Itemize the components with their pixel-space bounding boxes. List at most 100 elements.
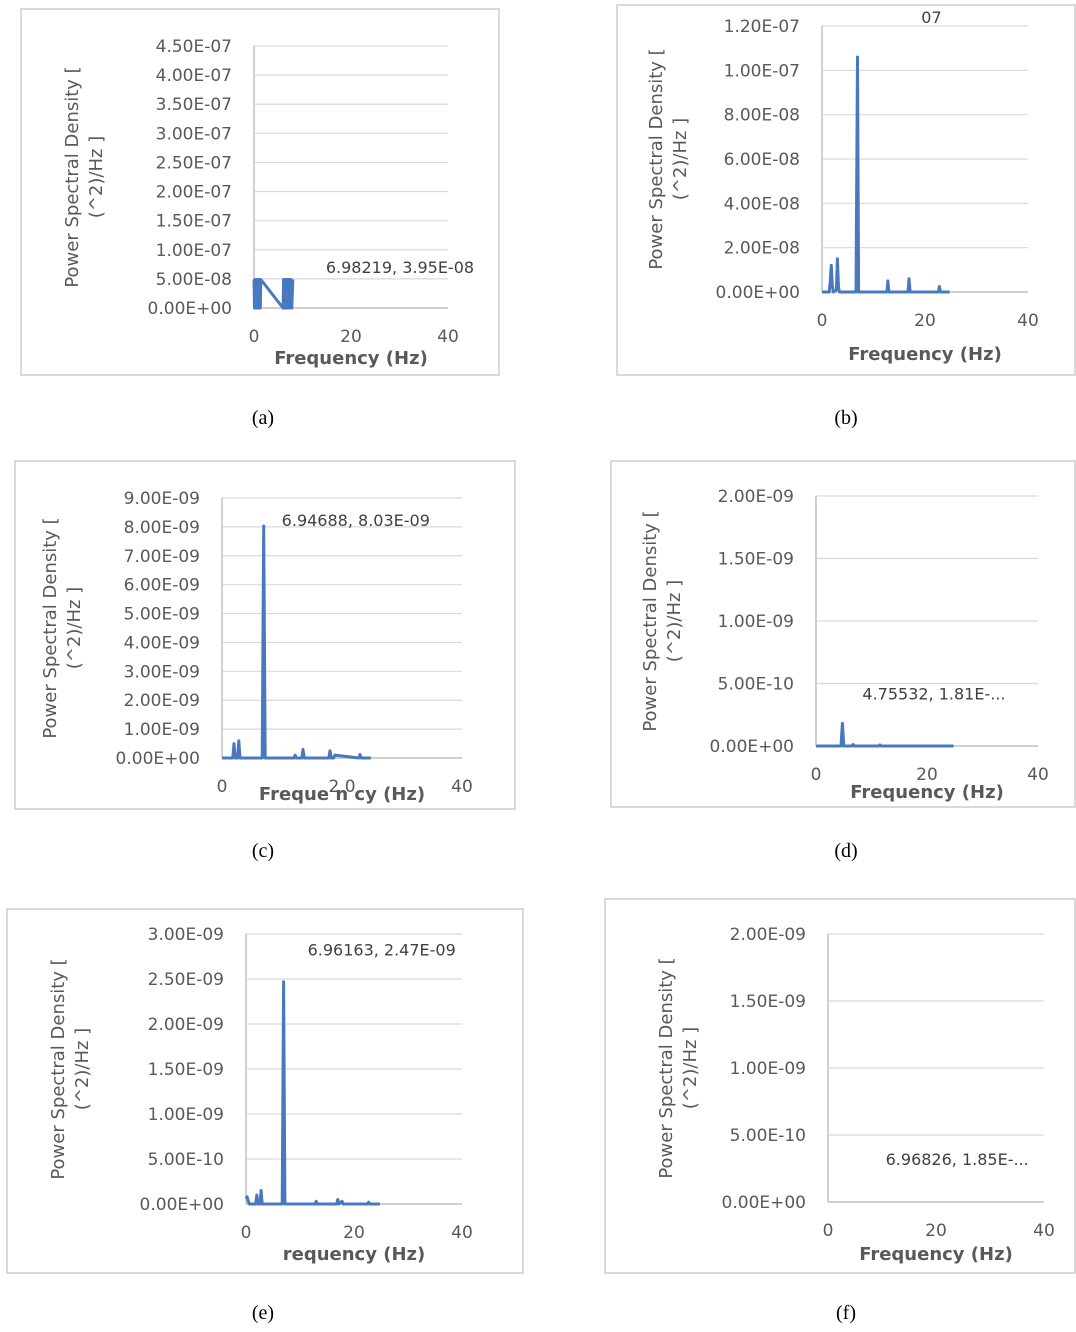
data-label: 6.88866,1.06E-07 xyxy=(896,4,967,27)
x-tick-label: 0 xyxy=(217,777,228,797)
x-axis-title: Frequency (Hz) xyxy=(848,344,1002,365)
y-tick-label: 8.00E-08 xyxy=(724,106,800,126)
chart-frame xyxy=(604,898,1076,1274)
y-tick-label: 3.50E-07 xyxy=(156,95,232,115)
y-tick-label: 4.00E-09 xyxy=(124,633,200,653)
y-tick-label: 5.00E-10 xyxy=(148,1150,224,1170)
y-tick-label: 3.00E-07 xyxy=(156,124,232,144)
y-tick-label: 5.00E-10 xyxy=(730,1126,806,1146)
y-tick-label: 1.50E-09 xyxy=(148,1060,224,1080)
x-tick-label: 20 xyxy=(925,1221,947,1241)
x-tick-label: 40 xyxy=(437,327,459,347)
y-tick-label: 1.00E-07 xyxy=(156,241,232,261)
x-tick-label: 20 xyxy=(340,327,362,347)
y-tick-label: 3.00E-09 xyxy=(148,925,224,945)
subcaption-f: (f) xyxy=(836,1302,856,1324)
x-tick-label: 40 xyxy=(451,1223,473,1243)
chart-svg-a: 0.00E+00 5.00E-08 1.00E-07 1.50E-07 2.00E-07… xyxy=(20,8,500,376)
y-tick-label: 2.50E-09 xyxy=(148,970,224,990)
y-tick-label: 1.50E-09 xyxy=(718,550,794,570)
data-label: 6.96826, 1.85E-... xyxy=(886,1150,1029,1169)
data-label-line: 1.06E- xyxy=(906,4,958,6)
y-tick-label: 2.00E-07 xyxy=(156,183,232,203)
series-line-0 xyxy=(244,980,380,1206)
y-axis-title-line: (^2)/Hz ] xyxy=(664,580,685,662)
y-axis-title: Power Spectral Density [(^2)/Hz ] xyxy=(640,510,685,731)
y-axis-title-line: (^2)/Hz ] xyxy=(680,1027,701,1109)
y-axis-title: Power Spectral Density [(^2)/Hz ] xyxy=(48,958,93,1179)
x-tick-label: 20 xyxy=(343,1223,365,1243)
chart-panel-a: 0.00E+00 5.00E-08 1.00E-07 1.50E-07 2.00E-07… xyxy=(20,8,500,376)
y-axis-title: Power Spectral Density [(^2)/Hz ] xyxy=(656,957,701,1178)
series-line-0 xyxy=(222,524,371,760)
series-line-0 xyxy=(252,278,295,310)
y-tick-label: 1.50E-09 xyxy=(730,992,806,1012)
y-tick-label: 0.00E+00 xyxy=(722,1193,806,1213)
y-axis-title-line: Power Spectral Density [ xyxy=(48,958,69,1179)
y-axis-title: Power Spectral Density [(^2)/Hz ] xyxy=(40,517,85,738)
y-tick-label: 1.00E-09 xyxy=(718,612,794,632)
y-tick-label: 3.00E-09 xyxy=(124,662,200,682)
y-axis-title: Power Spectral Density [(^2)/Hz ] xyxy=(62,66,107,287)
y-axis-title-line: (^2)/Hz ] xyxy=(64,587,85,669)
y-tick-label: 2.00E-09 xyxy=(148,1015,224,1035)
x-axis-title: requency (Hz) xyxy=(283,1244,425,1265)
series-line-0 xyxy=(822,55,950,294)
chart-panel-f: 0.00E+00 5.00E-10 1.00E-09 1.50E-09 2.00E-09… xyxy=(604,898,1076,1274)
y-tick-label: 5.00E-08 xyxy=(156,270,232,290)
series-line-0 xyxy=(816,721,954,748)
y-tick-label: 1.00E-09 xyxy=(148,1105,224,1125)
y-axis-title-line: (^2)/Hz ] xyxy=(86,136,107,218)
y-axis-title-line: Power Spectral Density [ xyxy=(646,48,667,269)
chart-panel-b: 0.00E+00 2.00E-08 4.00E-08 6.00E-08 8.00E-08… xyxy=(616,4,1076,376)
chart-svg-c: 0.00E+00 1.00E-09 2.00E-09 3.00E-09 4.00E-09… xyxy=(14,460,516,810)
x-tick-label: 0 xyxy=(817,311,828,331)
y-axis-title: Power Spectral Density [(^2)/Hz ] xyxy=(646,48,691,269)
y-tick-label: 4.50E-07 xyxy=(156,37,232,57)
y-tick-label: 6.00E-09 xyxy=(124,576,200,596)
y-tick-label: 1.00E-09 xyxy=(124,720,200,740)
y-tick-label: 9.00E-09 xyxy=(124,489,200,509)
chart-panel-c: 0.00E+00 1.00E-09 2.00E-09 3.00E-09 4.00E-09… xyxy=(14,460,516,810)
y-tick-label: 2.00E-09 xyxy=(124,691,200,711)
y-tick-label: 0.00E+00 xyxy=(716,283,800,303)
x-tick-label: 0 xyxy=(811,765,822,785)
x-tick-label: 40 xyxy=(1017,311,1039,331)
chart-panel-e: 0.00E+00 5.00E-10 1.00E-09 1.50E-09 2.00E-09… xyxy=(6,908,524,1274)
subcaption-b: (b) xyxy=(834,407,858,429)
x-tick-label: 0 xyxy=(823,1221,834,1241)
x-axis-title: Freque n cy (Hz) xyxy=(259,784,425,805)
y-tick-label: 1.50E-07 xyxy=(156,212,232,232)
y-axis-title-line: (^2)/Hz ] xyxy=(670,118,691,200)
data-label: 6.98219, 3.95E-08 xyxy=(326,258,474,277)
data-label: 6.96163, 2.47E-09 xyxy=(308,941,456,960)
chart-frame xyxy=(616,4,1076,376)
subcaption-a: (a) xyxy=(251,407,275,429)
y-tick-label: 0.00E+00 xyxy=(140,1195,224,1215)
chart-frame xyxy=(610,460,1076,808)
data-label: 6.94688, 8.03E-09 xyxy=(282,511,430,530)
x-axis-title: Frequency (Hz) xyxy=(850,782,1004,803)
y-tick-label: 5.00E-10 xyxy=(718,675,794,695)
subcaption-d: (d) xyxy=(834,840,858,862)
x-axis-title: Frequency (Hz) xyxy=(274,348,428,369)
y-tick-label: 0.00E+00 xyxy=(148,299,232,319)
y-tick-label: 2.00E-08 xyxy=(724,239,800,259)
y-tick-label: 0.00E+00 xyxy=(116,749,200,769)
chart-frame xyxy=(6,908,524,1274)
y-tick-label: 4.00E-08 xyxy=(724,194,800,214)
y-axis-title-line: Power Spectral Density [ xyxy=(40,517,61,738)
x-tick-label: 40 xyxy=(1033,1221,1055,1241)
x-tick-label: 20 xyxy=(916,765,938,785)
y-axis-title-line: Power Spectral Density [ xyxy=(656,957,677,1178)
chart-svg-d: 0.00E+00 5.00E-10 1.00E-09 1.50E-09 2.00E-09… xyxy=(610,460,1076,808)
y-tick-label: 8.00E-09 xyxy=(124,518,200,538)
y-tick-label: 7.00E-09 xyxy=(124,547,200,567)
y-tick-label: 2.50E-07 xyxy=(156,153,232,173)
y-tick-label: 1.20E-07 xyxy=(724,17,800,37)
data-label: 4.75532, 1.81E-... xyxy=(862,684,1005,703)
x-axis-title: Frequency (Hz) xyxy=(859,1244,1013,1265)
y-tick-label: 1.00E-07 xyxy=(724,61,800,81)
subcaption-e: (e) xyxy=(251,1302,275,1324)
x-tick-label: 20 xyxy=(914,311,936,331)
